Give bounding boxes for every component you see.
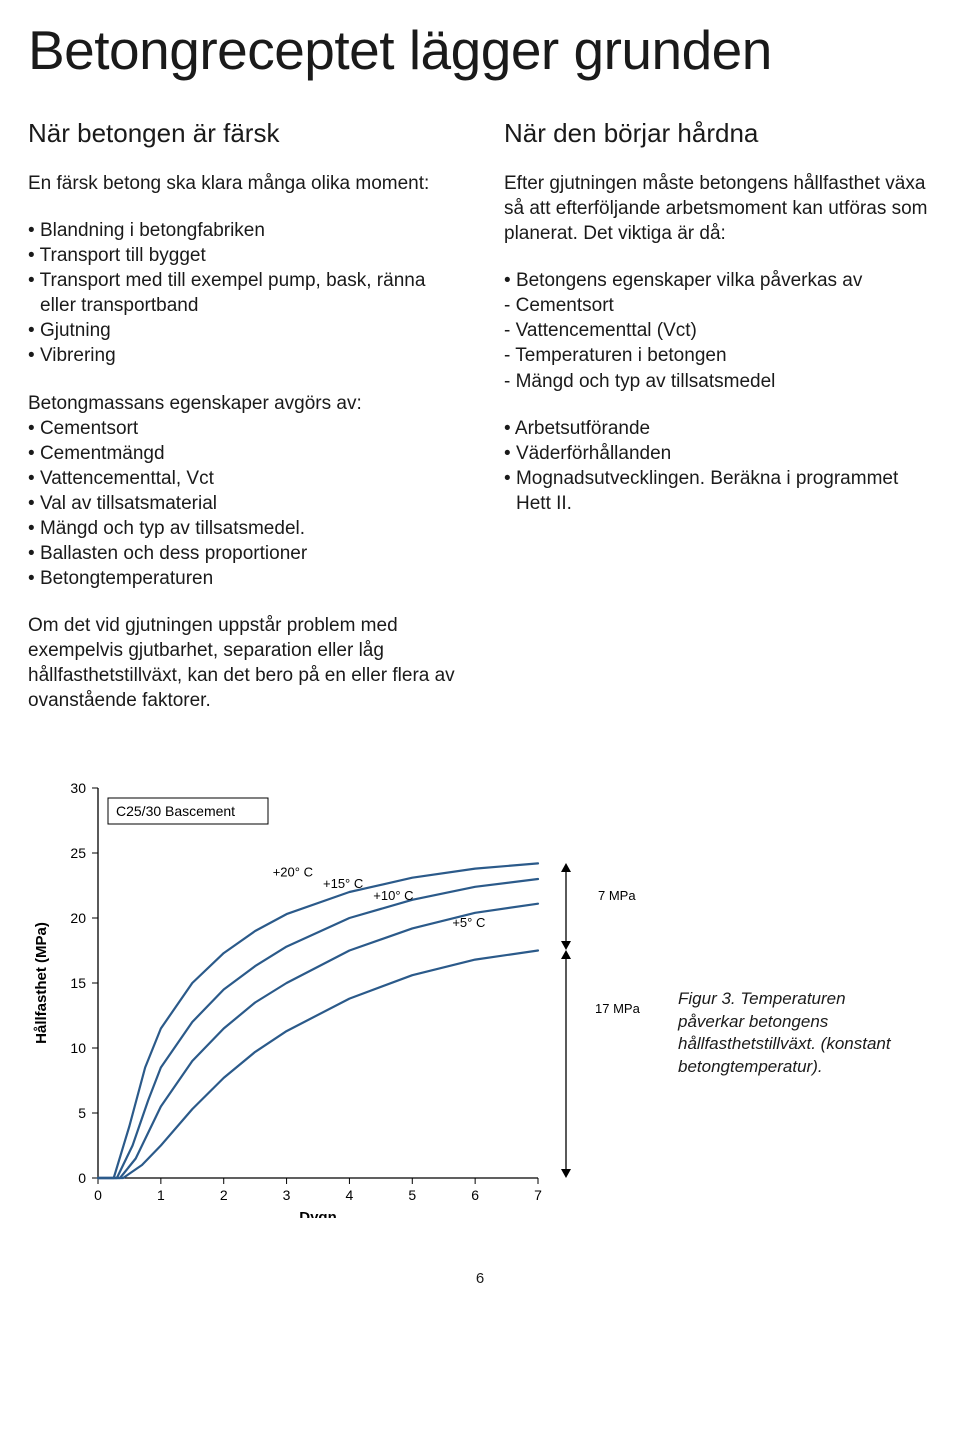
svg-text:+5° C: +5° C xyxy=(452,916,485,931)
left-closing: Om det vid gjutningen uppstår problem me… xyxy=(28,613,456,713)
dash-list: CementsortVattencementtal (Vct)Temperatu… xyxy=(504,293,932,393)
list-item: Gjutning xyxy=(28,318,456,343)
svg-text:20: 20 xyxy=(70,910,86,926)
svg-text:0: 0 xyxy=(78,1170,86,1186)
left-heading: När betongen är färsk xyxy=(28,118,456,149)
svg-text:5: 5 xyxy=(78,1105,86,1121)
left-intro: En färsk betong ska klara många olika mo… xyxy=(28,171,456,196)
list-item: Betongtemperaturen xyxy=(28,566,456,591)
extra-list: ArbetsutförandeVäderförhållandenMognadsu… xyxy=(504,416,932,516)
svg-text:2: 2 xyxy=(220,1187,228,1203)
svg-text:C25/30 Bascement: C25/30 Bascement xyxy=(116,803,235,819)
list-item: Ballasten och dess proportioner xyxy=(28,541,456,566)
list-item: Mognadsutvecklingen. Beräkna i programme… xyxy=(504,466,932,516)
right-intro: Efter gjutningen måste betongens hållfas… xyxy=(504,171,932,246)
list-item: Vibrering xyxy=(28,343,456,368)
page-title: Betongreceptet lägger grunden xyxy=(28,18,932,82)
svg-text:6: 6 xyxy=(471,1187,479,1203)
svg-text:1: 1 xyxy=(157,1187,165,1203)
svg-text:+10° C: +10° C xyxy=(373,888,413,903)
svg-text:30: 30 xyxy=(70,780,86,796)
list-item: Väderförhållanden xyxy=(504,441,932,466)
svg-text:25: 25 xyxy=(70,845,86,861)
svg-text:17 MPa: 17 MPa xyxy=(595,1001,641,1016)
strength-chart: 0 5 10 15 20 25 30 0 1 2 3 4 5 6 7 Dygn Hållfasthet (MPa… xyxy=(28,768,648,1218)
svg-text:3: 3 xyxy=(283,1187,291,1203)
list-item: Cementsort xyxy=(504,293,932,318)
svg-text:7: 7 xyxy=(534,1187,542,1203)
list-item: Vattencementtal (Vct) xyxy=(504,318,932,343)
moments-list: Blandning i betongfabrikenTransport till… xyxy=(28,218,456,368)
svg-text:5: 5 xyxy=(408,1187,416,1203)
svg-text:15: 15 xyxy=(70,975,86,991)
list-item: Cementsort xyxy=(28,416,456,441)
props-list: CementsortCementmängdVattencementtal, Vc… xyxy=(28,416,456,592)
svg-text:0: 0 xyxy=(94,1187,102,1203)
list-item: Cementmängd xyxy=(28,441,456,466)
svg-text:Hållfasthet (MPa): Hållfasthet (MPa) xyxy=(33,923,50,1045)
list-item: Transport med till exempel pump, bask, r… xyxy=(28,268,456,318)
left-column: När betongen är färsk En färsk betong sk… xyxy=(28,118,456,713)
right-column: När den börjar hårdna Efter gjutningen m… xyxy=(504,118,932,713)
right-heading: När den börjar hårdna xyxy=(504,118,932,149)
two-column-body: När betongen är färsk En färsk betong sk… xyxy=(28,118,932,713)
page-number: 6 xyxy=(28,1270,932,1287)
prop-lead: Betongens egenskaper vilka påverkas av xyxy=(504,268,932,293)
figure-block: 0 5 10 15 20 25 30 0 1 2 3 4 5 6 7 Dygn Hållfasthet (MPa… xyxy=(28,768,932,1218)
list-item: Mängd och typ av tillsatsmedel xyxy=(504,369,932,394)
list-item: Mängd och typ av tillsatsmedel. xyxy=(28,516,456,541)
svg-text:7 MPa: 7 MPa xyxy=(598,888,636,903)
list-item: Transport till bygget xyxy=(28,243,456,268)
svg-text:Dygn: Dygn xyxy=(299,1209,337,1218)
list-item: Arbetsutförande xyxy=(504,416,932,441)
list-item: Temperaturen i betongen xyxy=(504,343,932,368)
svg-text:+20° C: +20° C xyxy=(273,865,313,880)
list-item: Blandning i betongfabriken xyxy=(28,218,456,243)
list-item: Val av tillsatsmaterial xyxy=(28,491,456,516)
prop-lead-list: Betongens egenskaper vilka påverkas av xyxy=(504,268,932,293)
props-intro: Betongmassans egenskaper avgörs av: xyxy=(28,391,456,416)
svg-text:+15° C: +15° C xyxy=(323,877,363,892)
svg-text:10: 10 xyxy=(70,1040,86,1056)
svg-text:4: 4 xyxy=(346,1187,354,1203)
list-item: Vattencementtal, Vct xyxy=(28,466,456,491)
figure-caption: Figur 3. Temperaturen påverkar betongens… xyxy=(678,988,908,1080)
